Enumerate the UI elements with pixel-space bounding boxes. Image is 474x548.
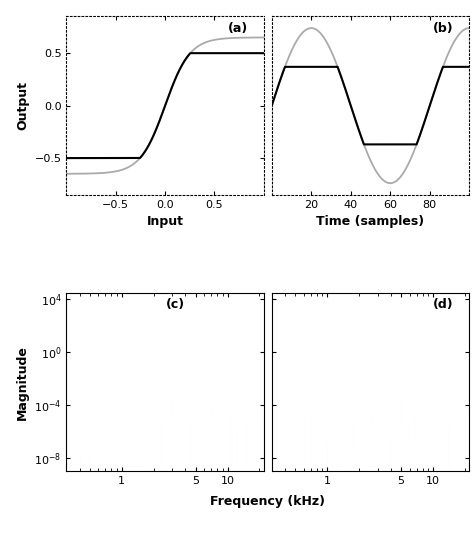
Text: (c): (c)	[165, 298, 184, 311]
X-axis label: Input: Input	[146, 215, 183, 228]
Text: (b): (b)	[433, 22, 454, 35]
Text: Frequency (kHz): Frequency (kHz)	[210, 495, 325, 508]
Text: (a): (a)	[228, 22, 248, 35]
Y-axis label: Output: Output	[16, 81, 29, 130]
Text: (d): (d)	[433, 298, 454, 311]
Y-axis label: Magnitude: Magnitude	[16, 345, 28, 420]
X-axis label: Time (samples): Time (samples)	[317, 215, 425, 228]
